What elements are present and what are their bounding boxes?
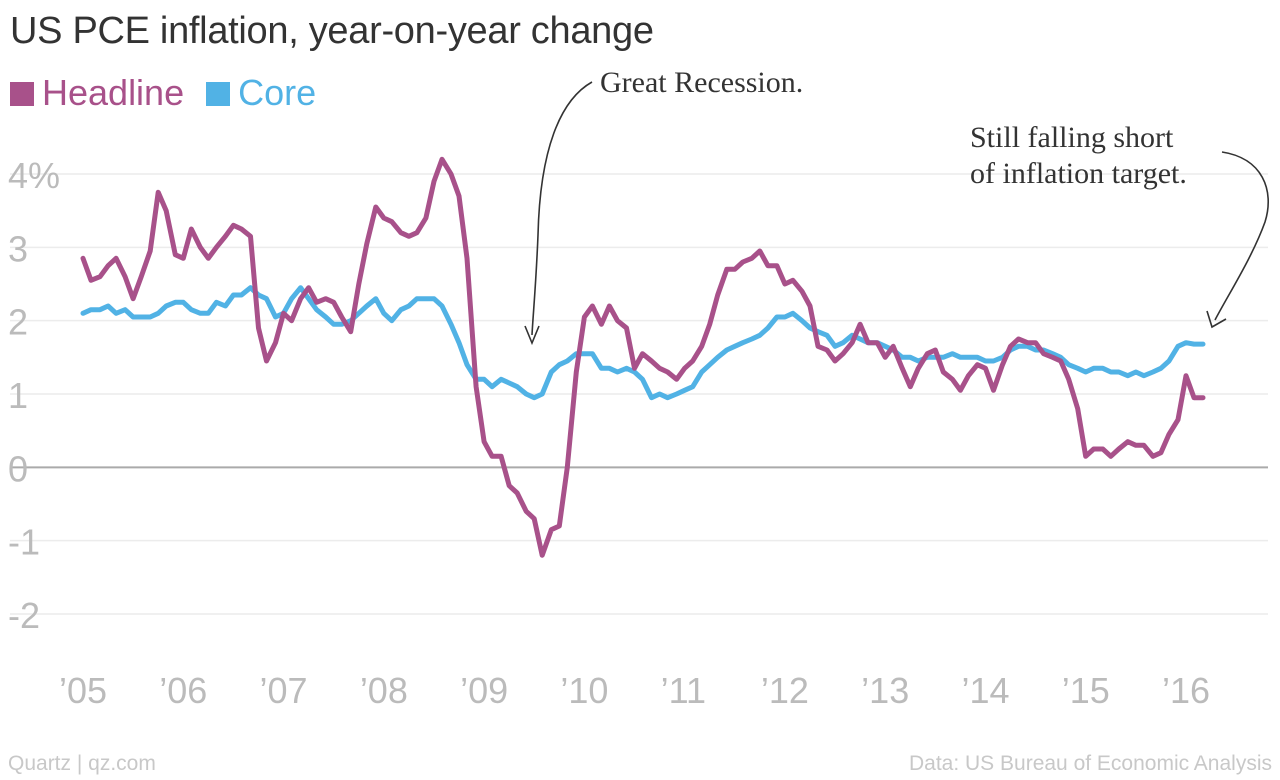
target-arrow xyxy=(1214,151,1269,321)
legend-label-headline: Headline xyxy=(42,72,185,113)
x-tick-label: ’12 xyxy=(761,670,809,711)
x-tick-label: ’06 xyxy=(159,670,207,711)
recession-arrow-head xyxy=(524,325,540,346)
y-tick-label: 3 xyxy=(8,228,28,269)
x-tick-label: ’15 xyxy=(1062,670,1110,711)
y-axis-ticks: -2 -1 0 1 2 3 4% xyxy=(8,155,60,636)
x-tick-label: ’10 xyxy=(560,670,608,711)
legend: Headline Core xyxy=(10,72,328,114)
legend-item-core: Core xyxy=(206,72,316,114)
recession-arrow xyxy=(531,81,593,336)
x-tick-label: ’16 xyxy=(1162,670,1210,711)
recession-annotation: Great Recession. xyxy=(600,66,803,99)
legend-swatch-headline xyxy=(10,82,34,106)
chart-title: US PCE inflation, year-on-year change xyxy=(10,10,654,52)
legend-item-headline: Headline xyxy=(10,72,184,114)
y-tick-label: -2 xyxy=(8,595,40,636)
target-arrow-head xyxy=(1206,310,1227,329)
x-tick-label: ’07 xyxy=(260,670,308,711)
gridlines xyxy=(10,173,1268,615)
target-annotation-line1: Still falling short xyxy=(970,121,1174,154)
x-tick-label: ’05 xyxy=(59,670,107,711)
x-axis-ticks: ’05 ’06 ’07 ’08 ’09 ’10 ’11 ’12 ’13 ’14 ’15 ’16 xyxy=(59,670,1210,711)
x-tick-label: ’11 xyxy=(661,670,706,711)
source-text: Data: US Bureau of Economic Analysis xyxy=(908,752,1272,775)
x-tick-label: ’13 xyxy=(861,670,909,711)
annotations: Great Recession. Still falling short of … xyxy=(524,66,1269,346)
x-tick-label: ’09 xyxy=(460,670,508,711)
headline-line xyxy=(80,156,1206,558)
y-tick-label: 0 xyxy=(8,448,28,489)
y-tick-label: 4% xyxy=(8,155,60,196)
target-annotation-line2: of inflation target. xyxy=(970,157,1187,190)
core-line xyxy=(80,285,1206,401)
credit-text: Quartz | qz.com xyxy=(8,752,156,775)
legend-label-core: Core xyxy=(238,72,317,113)
y-tick-label: 1 xyxy=(8,375,28,416)
x-tick-label: ’08 xyxy=(360,670,408,711)
series-lines xyxy=(80,156,1206,558)
x-tick-label: ’14 xyxy=(961,670,1009,711)
y-tick-label: -1 xyxy=(8,522,40,563)
y-tick-label: 2 xyxy=(8,302,28,343)
legend-swatch-core xyxy=(206,82,231,106)
